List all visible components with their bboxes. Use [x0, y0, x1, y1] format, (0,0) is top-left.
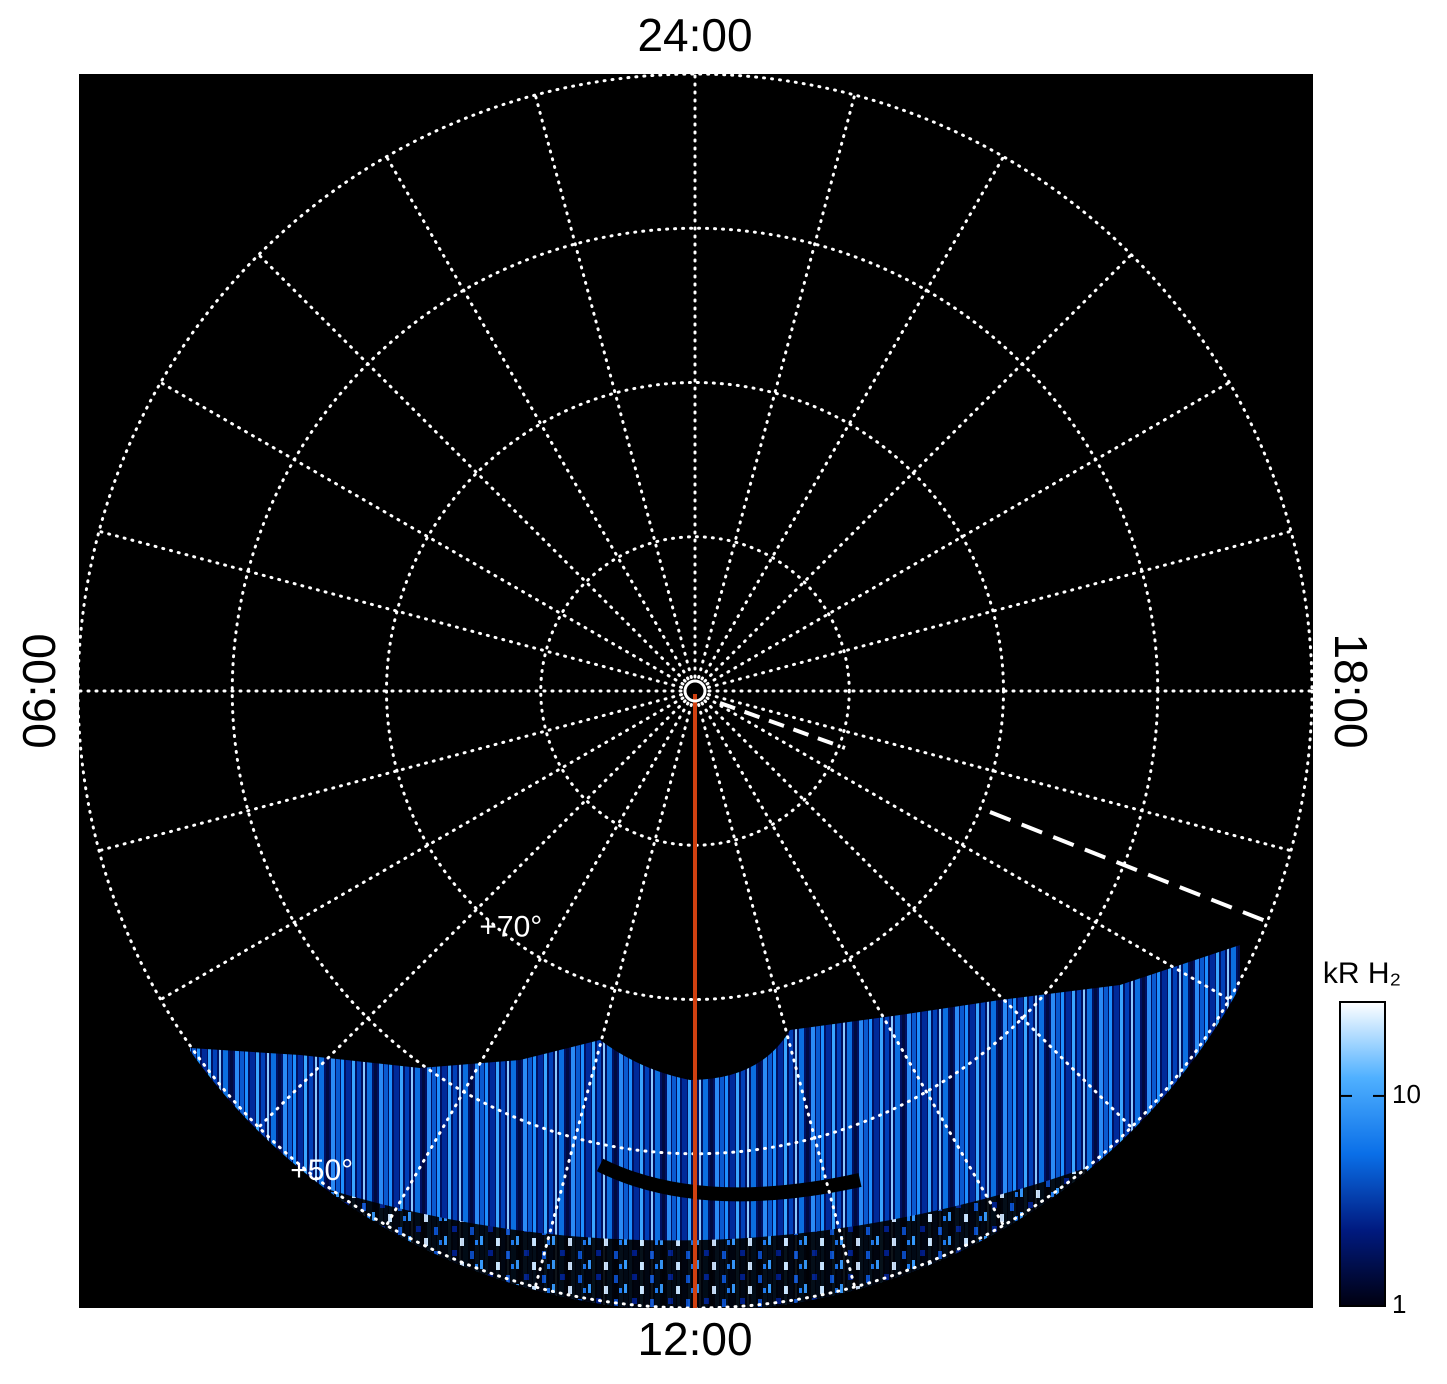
local-time-label: 12:00 — [637, 1313, 752, 1365]
radial-grid-line — [257, 253, 687, 683]
colorbar — [1339, 1001, 1386, 1307]
radial-grid-line — [97, 529, 683, 689]
colorbar-tick-label: 10 — [1392, 1079, 1421, 1109]
radial-grid-line — [697, 93, 857, 679]
dashed-meridian — [989, 810, 1269, 924]
radial-grid-line — [705, 696, 1231, 1001]
local-time-label: 18:00 — [1325, 633, 1377, 748]
latitude-label: +70° — [479, 910, 542, 943]
radial-grid-line — [700, 155, 1005, 681]
radial-grid-line — [385, 701, 690, 1227]
colorbar-label: kR H₂ — [1323, 957, 1401, 990]
local-time-label: 06:00 — [13, 633, 65, 748]
radial-grid-line — [257, 699, 687, 1129]
emission-lower — [300, 1150, 1200, 1308]
local-time-label: 24:00 — [637, 9, 752, 61]
latitude-label: +50° — [290, 1154, 353, 1187]
radial-grid-line — [700, 701, 1005, 1227]
radial-grid-line — [703, 253, 1133, 683]
radial-grid-line — [159, 381, 685, 686]
emission-gap — [596, 1158, 862, 1202]
radial-grid-line — [533, 93, 693, 679]
radial-grid-line — [707, 693, 1293, 853]
colorbar-tick-label: 1 — [1392, 1289, 1406, 1319]
radial-grid-line — [159, 696, 685, 1001]
radial-grid-line — [385, 155, 690, 681]
radial-grid-line — [705, 381, 1231, 686]
radial-grid-line — [97, 693, 683, 853]
pole-marker — [683, 679, 707, 703]
radial-grid-line — [703, 699, 1133, 1129]
latitude-circle — [385, 381, 1005, 1001]
dashed-meridian — [719, 701, 846, 750]
radial-grid-line — [707, 529, 1293, 689]
